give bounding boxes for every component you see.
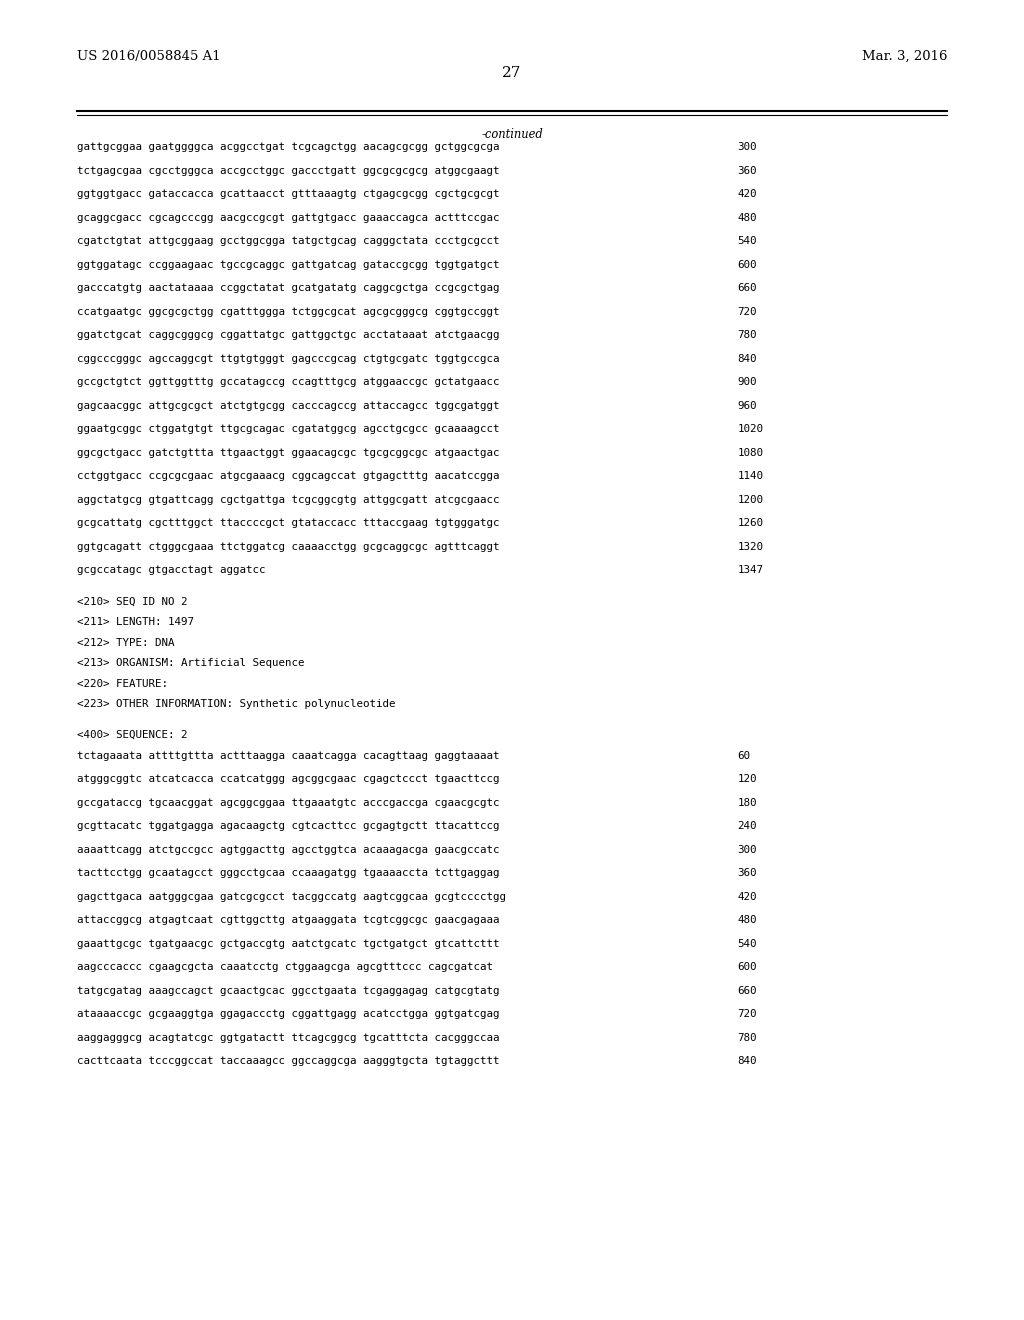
Text: ataaaaccgc gcgaaggtga ggagaccctg cggattgagg acatcctgga ggtgatcgag: ataaaaccgc gcgaaggtga ggagaccctg cggattg… <box>77 1010 500 1019</box>
Text: 1260: 1260 <box>737 517 763 528</box>
Text: ggcgctgacc gatctgttta ttgaactggt ggaacagcgc tgcgcggcgc atgaactgac: ggcgctgacc gatctgttta ttgaactggt ggaacag… <box>77 447 500 458</box>
Text: aaaattcagg atctgccgcc agtggacttg agcctggtca acaaagacga gaacgccatc: aaaattcagg atctgccgcc agtggacttg agcctgg… <box>77 845 500 855</box>
Text: US 2016/0058845 A1: US 2016/0058845 A1 <box>77 50 220 63</box>
Text: attaccggcg atgagtcaat cgttggcttg atgaaggata tcgtcggcgc gaacgagaaa: attaccggcg atgagtcaat cgttggcttg atgaagg… <box>77 915 500 925</box>
Text: cggcccgggc agccaggcgt ttgtgtgggt gagcccgcag ctgtgcgatc tggtgccgca: cggcccgggc agccaggcgt ttgtgtgggt gagcccg… <box>77 354 500 363</box>
Text: ccatgaatgc ggcgcgctgg cgatttggga tctggcgcat agcgcgggcg cggtgccggt: ccatgaatgc ggcgcgctgg cgatttggga tctggcg… <box>77 306 500 317</box>
Text: 1320: 1320 <box>737 541 763 552</box>
Text: gaaattgcgc tgatgaacgc gctgaccgtg aatctgcatc tgctgatgct gtcattcttt: gaaattgcgc tgatgaacgc gctgaccgtg aatctgc… <box>77 939 500 949</box>
Text: gccgctgtct ggttggtttg gccatagccg ccagtttgcg atggaaccgc gctatgaacc: gccgctgtct ggttggtttg gccatagccg ccagttt… <box>77 378 500 387</box>
Text: 540: 540 <box>737 939 757 949</box>
Text: 360: 360 <box>737 869 757 878</box>
Text: 480: 480 <box>737 213 757 223</box>
Text: 660: 660 <box>737 282 757 293</box>
Text: 300: 300 <box>737 845 757 855</box>
Text: 60: 60 <box>737 751 751 760</box>
Text: 420: 420 <box>737 189 757 199</box>
Text: ggatctgcat caggcgggcg cggattatgc gattggctgc acctataaat atctgaacgg: ggatctgcat caggcgggcg cggattatgc gattggc… <box>77 330 500 341</box>
Text: <220> FEATURE:: <220> FEATURE: <box>77 678 168 689</box>
Text: atgggcggtc atcatcacca ccatcatggg agcggcgaac cgagctccct tgaacttccg: atgggcggtc atcatcacca ccatcatggg agcggcg… <box>77 775 500 784</box>
Text: tctagaaata attttgttta actttaagga caaatcagga cacagttaag gaggtaaaat: tctagaaata attttgttta actttaagga caaatca… <box>77 751 500 760</box>
Text: aagcccaccc cgaagcgcta caaatcctg ctggaagcga agcgtttccc cagcgatcat: aagcccaccc cgaagcgcta caaatcctg ctggaagc… <box>77 962 493 973</box>
Text: 240: 240 <box>737 821 757 832</box>
Text: gcgcattatg cgctttggct ttaccccgct gtataccacc tttaccgaag tgtgggatgc: gcgcattatg cgctttggct ttaccccgct gtatacc… <box>77 517 500 528</box>
Text: tctgagcgaa cgcctgggca accgcctggc gaccctgatt ggcgcgcgcg atggcgaagt: tctgagcgaa cgcctgggca accgcctggc gaccctg… <box>77 165 500 176</box>
Text: 720: 720 <box>737 1010 757 1019</box>
Text: gcaggcgacc cgcagcccgg aacgccgcgt gattgtgacc gaaaccagca actttccgac: gcaggcgacc cgcagcccgg aacgccgcgt gattgtg… <box>77 213 500 223</box>
Text: 480: 480 <box>737 915 757 925</box>
Text: 840: 840 <box>737 354 757 363</box>
Text: tacttcctgg gcaatagcct gggcctgcaa ccaaagatgg tgaaaaccta tcttgaggag: tacttcctgg gcaatagcct gggcctgcaa ccaaaga… <box>77 869 500 878</box>
Text: cacttcaata tcccggccat taccaaagcc ggccaggcga aagggtgcta tgtaggcttt: cacttcaata tcccggccat taccaaagcc ggccagg… <box>77 1056 500 1067</box>
Text: 540: 540 <box>737 236 757 246</box>
Text: <211> LENGTH: 1497: <211> LENGTH: 1497 <box>77 618 194 627</box>
Text: 780: 780 <box>737 1032 757 1043</box>
Text: ggaatgcggc ctggatgtgt ttgcgcagac cgatatggcg agcctgcgcc gcaaaagcct: ggaatgcggc ctggatgtgt ttgcgcagac cgatatg… <box>77 424 500 434</box>
Text: cctggtgacc ccgcgcgaac atgcgaaacg cggcagccat gtgagctttg aacatccgga: cctggtgacc ccgcgcgaac atgcgaaacg cggcagc… <box>77 471 500 480</box>
Text: gagcaacggc attgcgcgct atctgtgcgg cacccagccg attaccagcc tggcgatggt: gagcaacggc attgcgcgct atctgtgcgg cacccag… <box>77 400 500 411</box>
Text: gattgcggaa gaatggggca acggcctgat tcgcagctgg aacagcgcgg gctggcgcga: gattgcggaa gaatggggca acggcctgat tcgcagc… <box>77 143 500 152</box>
Text: tatgcgatag aaagccagct gcaactgcac ggcctgaata tcgaggagag catgcgtatg: tatgcgatag aaagccagct gcaactgcac ggcctga… <box>77 986 500 995</box>
Text: -continued: -continued <box>481 128 543 141</box>
Text: 1347: 1347 <box>737 565 763 576</box>
Text: aggctatgcg gtgattcagg cgctgattga tcgcggcgtg attggcgatt atcgcgaacc: aggctatgcg gtgattcagg cgctgattga tcgcggc… <box>77 495 500 504</box>
Text: ggtggtgacc gataccacca gcattaacct gtttaaagtg ctgagcgcgg cgctgcgcgt: ggtggtgacc gataccacca gcattaacct gtttaaa… <box>77 189 500 199</box>
Text: 420: 420 <box>737 892 757 902</box>
Text: 1200: 1200 <box>737 495 763 504</box>
Text: <400> SEQUENCE: 2: <400> SEQUENCE: 2 <box>77 730 187 739</box>
Text: 840: 840 <box>737 1056 757 1067</box>
Text: Mar. 3, 2016: Mar. 3, 2016 <box>862 50 947 63</box>
Text: 1140: 1140 <box>737 471 763 480</box>
Text: 300: 300 <box>737 143 757 152</box>
Text: <210> SEQ ID NO 2: <210> SEQ ID NO 2 <box>77 597 187 607</box>
Text: ggtgcagatt ctgggcgaaa ttctggatcg caaaacctgg gcgcaggcgc agtttcaggt: ggtgcagatt ctgggcgaaa ttctggatcg caaaacc… <box>77 541 500 552</box>
Text: 960: 960 <box>737 400 757 411</box>
Text: cgatctgtat attgcggaag gcctggcgga tatgctgcag cagggctata ccctgcgcct: cgatctgtat attgcggaag gcctggcgga tatgctg… <box>77 236 500 246</box>
Text: <223> OTHER INFORMATION: Synthetic polynucleotide: <223> OTHER INFORMATION: Synthetic polyn… <box>77 700 395 709</box>
Text: gcgccatagc gtgacctagt aggatcc: gcgccatagc gtgacctagt aggatcc <box>77 565 265 576</box>
Text: 1080: 1080 <box>737 447 763 458</box>
Text: 180: 180 <box>737 797 757 808</box>
Text: 120: 120 <box>737 775 757 784</box>
Text: 720: 720 <box>737 306 757 317</box>
Text: 360: 360 <box>737 165 757 176</box>
Text: 600: 600 <box>737 260 757 269</box>
Text: <213> ORGANISM: Artificial Sequence: <213> ORGANISM: Artificial Sequence <box>77 659 304 668</box>
Text: gccgataccg tgcaacggat agcggcggaa ttgaaatgtc acccgaccga cgaacgcgtc: gccgataccg tgcaacggat agcggcggaa ttgaaat… <box>77 797 500 808</box>
Text: ggtggatagc ccggaagaac tgccgcaggc gattgatcag gataccgcgg tggtgatgct: ggtggatagc ccggaagaac tgccgcaggc gattgat… <box>77 260 500 269</box>
Text: gagcttgaca aatgggcgaa gatcgcgcct tacggccatg aagtcggcaa gcgtcccctgg: gagcttgaca aatgggcgaa gatcgcgcct tacggcc… <box>77 892 506 902</box>
Text: gacccatgtg aactataaaa ccggctatat gcatgatatg caggcgctga ccgcgctgag: gacccatgtg aactataaaa ccggctatat gcatgat… <box>77 282 500 293</box>
Text: 900: 900 <box>737 378 757 387</box>
Text: <212> TYPE: DNA: <212> TYPE: DNA <box>77 638 174 648</box>
Text: 780: 780 <box>737 330 757 341</box>
Text: 660: 660 <box>737 986 757 995</box>
Text: 1020: 1020 <box>737 424 763 434</box>
Text: 27: 27 <box>503 66 521 81</box>
Text: aaggagggcg acagtatcgc ggtgatactt ttcagcggcg tgcatttcta cacgggccaa: aaggagggcg acagtatcgc ggtgatactt ttcagcg… <box>77 1032 500 1043</box>
Text: gcgttacatc tggatgagga agacaagctg cgtcacttcc gcgagtgctt ttacattccg: gcgttacatc tggatgagga agacaagctg cgtcact… <box>77 821 500 832</box>
Text: 600: 600 <box>737 962 757 973</box>
